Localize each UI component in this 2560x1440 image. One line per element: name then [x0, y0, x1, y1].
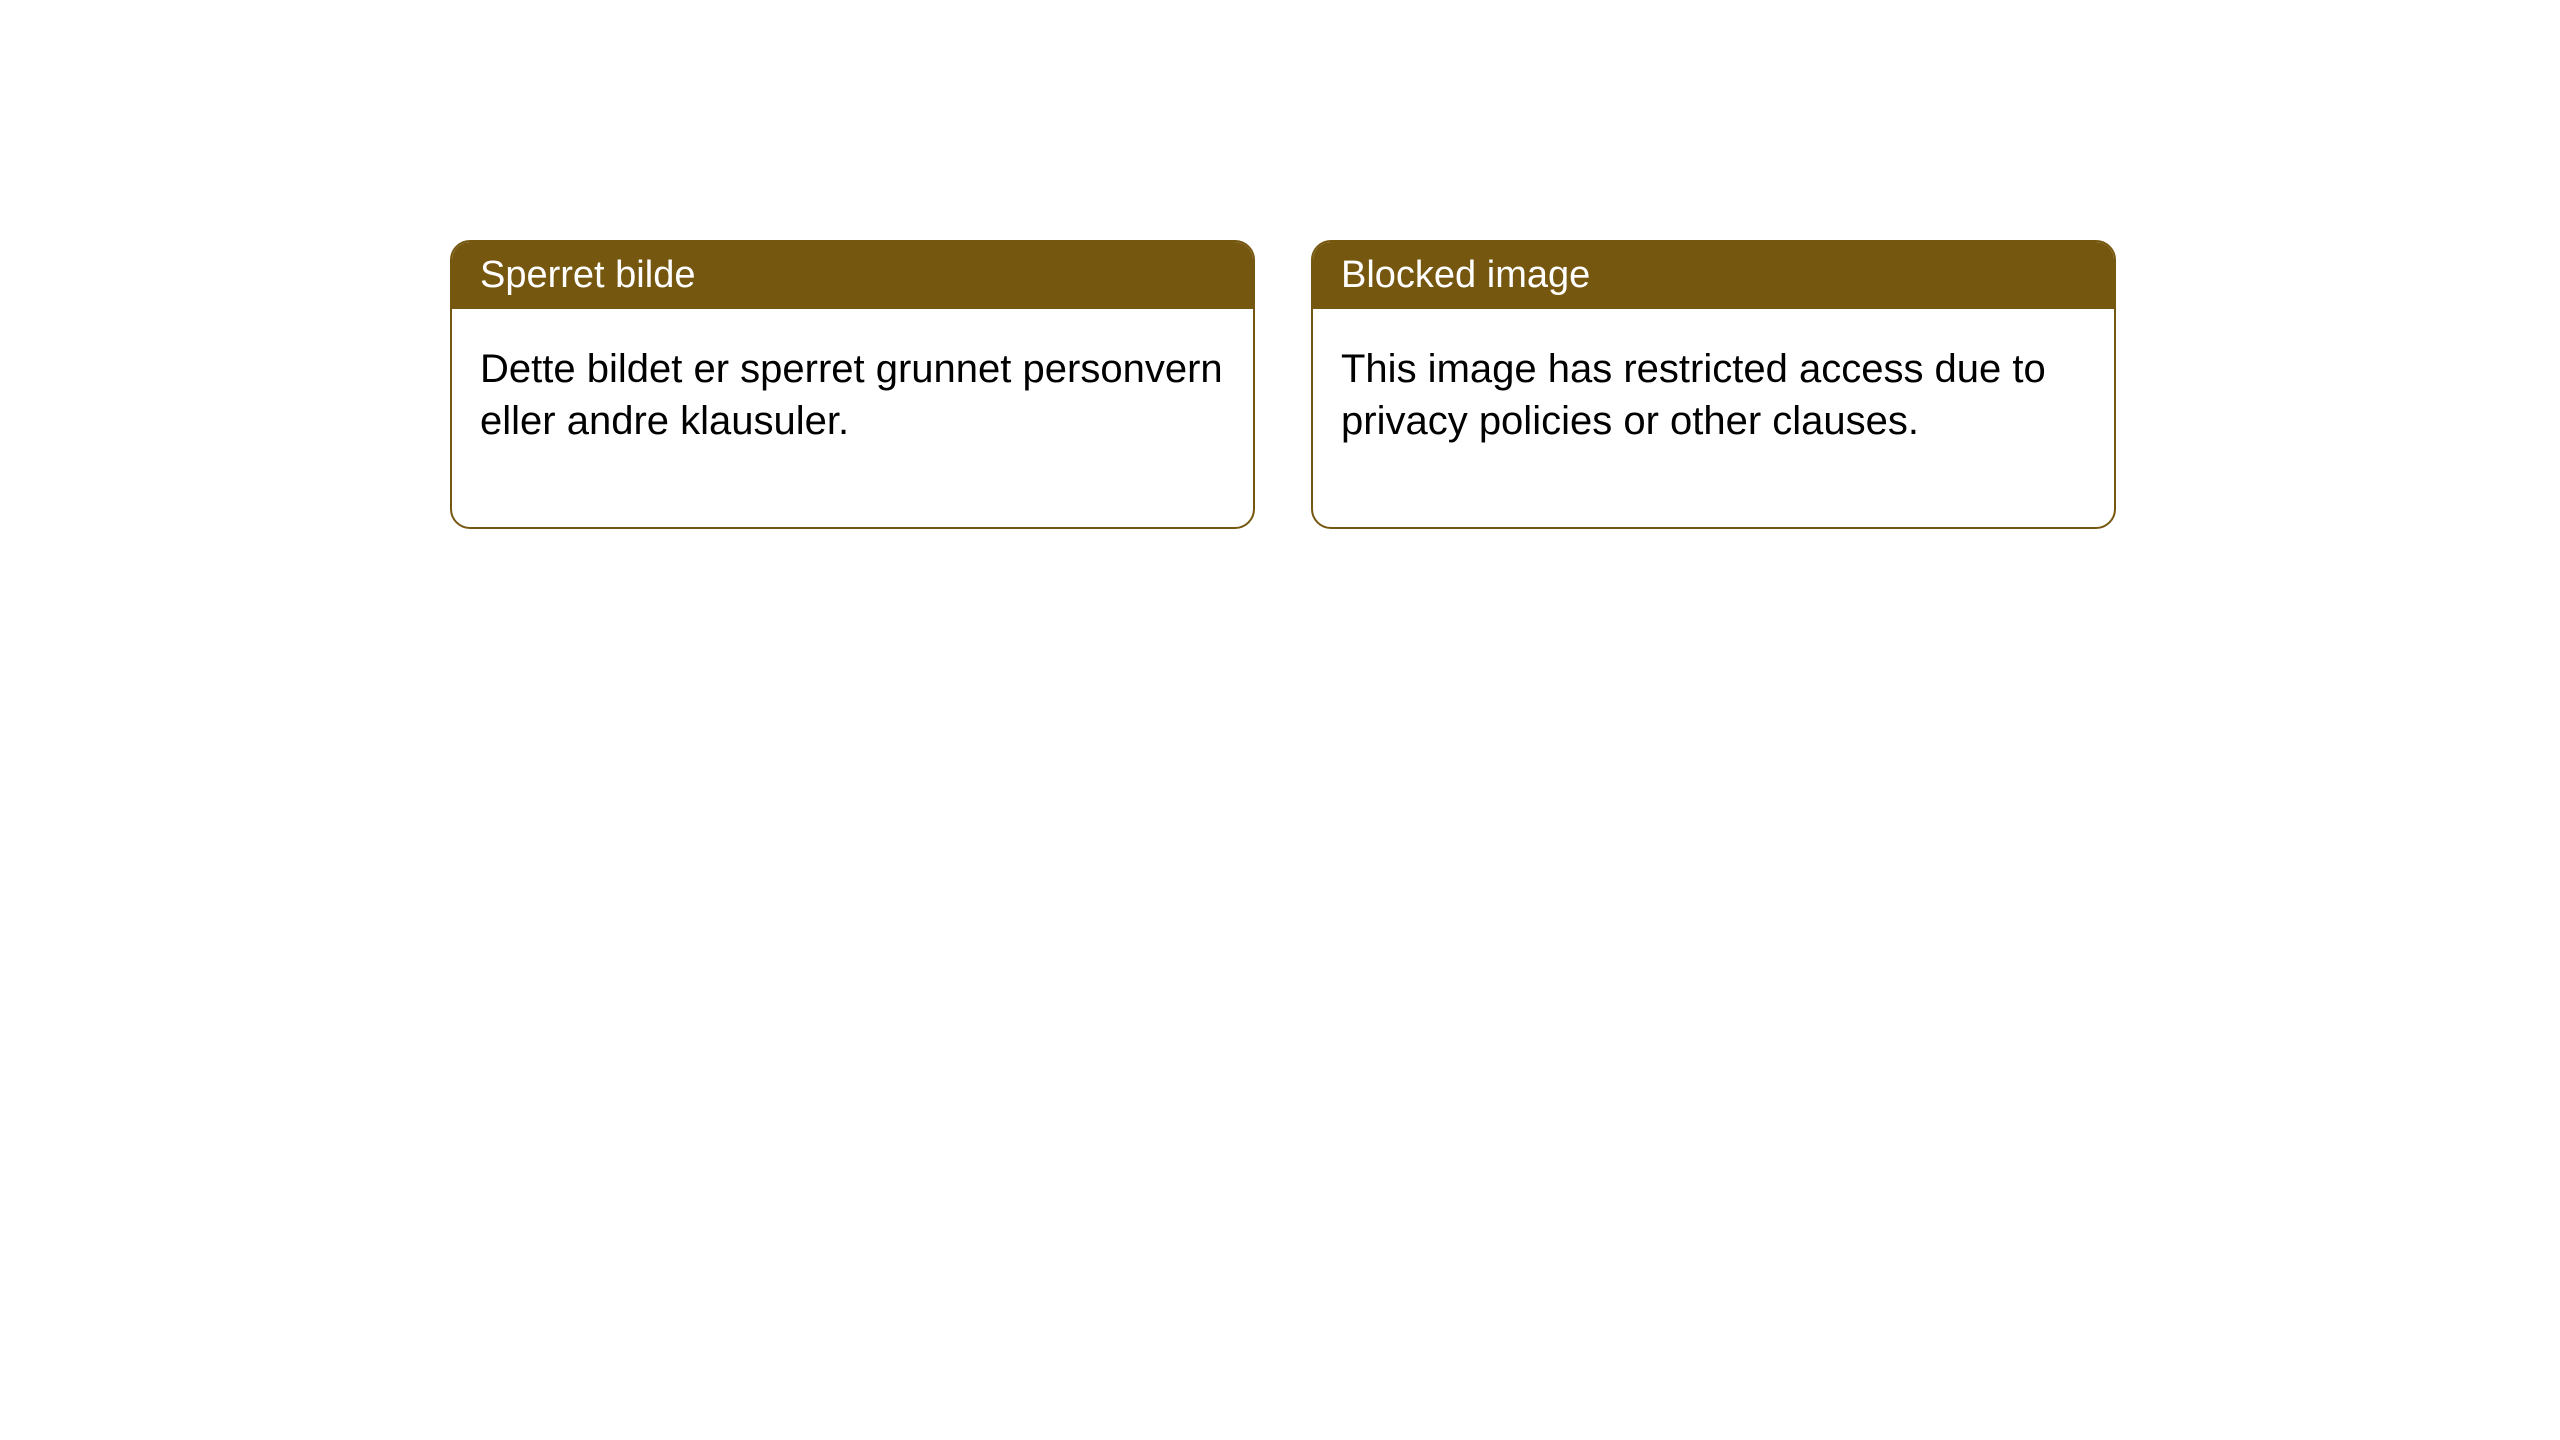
notice-card-norwegian: Sperret bilde Dette bildet er sperret gr…: [450, 240, 1255, 529]
notice-body: Dette bildet er sperret grunnet personve…: [452, 309, 1253, 527]
notice-header: Blocked image: [1313, 242, 2114, 309]
notice-title: Blocked image: [1341, 254, 1590, 296]
notice-message: This image has restricted access due to …: [1341, 347, 2046, 443]
notice-header: Sperret bilde: [452, 242, 1253, 309]
notice-title: Sperret bilde: [480, 254, 695, 296]
notice-container: Sperret bilde Dette bildet er sperret gr…: [450, 240, 2116, 529]
notice-body: This image has restricted access due to …: [1313, 309, 2114, 527]
notice-message: Dette bildet er sperret grunnet personve…: [480, 347, 1223, 443]
notice-card-english: Blocked image This image has restricted …: [1311, 240, 2116, 529]
